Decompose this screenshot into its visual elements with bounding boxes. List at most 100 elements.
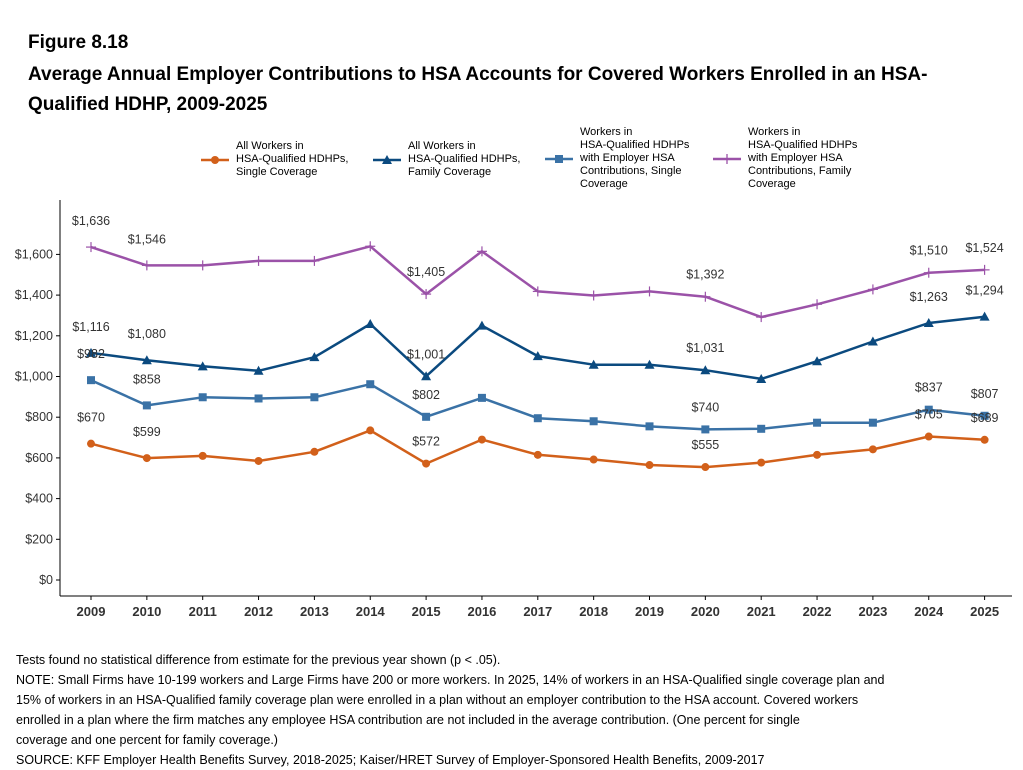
data-point [476, 246, 487, 257]
data-point [253, 365, 264, 375]
data-point [923, 317, 934, 327]
x-tick-label: 2012 [244, 604, 273, 619]
data-point [366, 426, 375, 435]
line-chart: $0 $200 $400 $600 $800 $1,000 $1,200 $1,400 $1,6… [15, 200, 1012, 619]
figure-label: Figure 8.18 [28, 32, 129, 53]
data-point [365, 318, 376, 328]
data-label: $837 [915, 381, 943, 395]
data-point [980, 435, 989, 444]
data-point [309, 255, 320, 266]
data-point [923, 267, 934, 278]
data-point [253, 255, 264, 266]
note-line: NOTE: Small Firms have 10-199 workers an… [16, 673, 885, 687]
data-point [533, 450, 542, 459]
x-tick-label: 2025 [970, 604, 999, 619]
data-point [813, 418, 822, 427]
y-tick-label: $1,000 [15, 370, 53, 384]
data-point [644, 359, 655, 369]
data-label: $1,116 [72, 320, 109, 334]
legend-item-family-all: All Workers in HSA-Qualified HDHPs, Fami… [372, 140, 520, 179]
data-point [867, 284, 878, 295]
x-tick-label: 2013 [300, 604, 329, 619]
legend-label: All Workers in HSA-Qualified HDHPs, Fami… [408, 140, 521, 178]
data-point [980, 411, 989, 420]
data-point [589, 417, 598, 426]
data-point [701, 463, 710, 472]
data-point [422, 412, 431, 421]
data-point [87, 376, 95, 385]
data-point [645, 422, 654, 431]
data-point [924, 432, 933, 441]
x-tick-label: 2023 [858, 604, 887, 619]
legend-item-family-contrib: Workers in HSA-Qualified HDHPs with Empl… [712, 126, 857, 191]
data-point [197, 361, 208, 371]
legend-key-circle-icon [201, 155, 229, 164]
legend-label: Workers in HSA-Qualified HDHPs with Empl… [748, 126, 858, 190]
data-label: $982 [77, 347, 105, 361]
data-point [757, 424, 766, 433]
data-label: $689 [971, 411, 999, 425]
data-label: $670 [77, 411, 105, 425]
data-point [533, 414, 542, 423]
data-label: $1,263 [910, 290, 948, 304]
data-label: $740 [691, 400, 719, 414]
x-tick-label: 2009 [77, 604, 106, 619]
data-point [812, 299, 823, 310]
data-point [868, 418, 877, 427]
data-point [421, 371, 432, 381]
data-point [812, 356, 823, 366]
x-tick-label: 2019 [635, 604, 664, 619]
y-tick-label: $800 [25, 410, 53, 424]
y-tick-label: $200 [25, 532, 53, 546]
data-label: $572 [412, 435, 440, 449]
legend-key-triangle-icon [373, 154, 401, 164]
y-tick-label: $400 [25, 492, 53, 506]
data-label: $1,294 [965, 284, 1003, 298]
data-label: $1,546 [128, 232, 166, 246]
x-tick-label: 2010 [132, 604, 161, 619]
data-point [198, 393, 207, 402]
data-point [197, 260, 208, 271]
legend-label: Workers in HSA-Qualified HDHPs with Empl… [580, 126, 690, 190]
series-layer [86, 241, 990, 472]
data-point [644, 286, 655, 297]
data-label: $705 [915, 408, 943, 422]
data-label: $1,510 [910, 244, 948, 258]
data-label: $1,405 [407, 265, 445, 279]
legend-key-square-icon [545, 154, 573, 163]
data-point [366, 380, 375, 389]
data-point [700, 365, 711, 375]
y-tick-label: $600 [25, 451, 53, 465]
y-axis: $0 $200 $400 $600 $800 $1,000 $1,200 $1,400 $1,6… [15, 200, 61, 596]
data-point [310, 447, 319, 456]
data-point [700, 291, 711, 302]
data-point [86, 242, 96, 253]
data-point [979, 311, 990, 321]
x-tick-label: 2014 [356, 604, 386, 619]
note-line: 15% of workers in an HSA-Qualified famil… [16, 693, 859, 707]
data-point [476, 320, 487, 330]
x-tick-label: 2020 [691, 604, 720, 619]
x-tick-label: 2011 [189, 604, 217, 619]
note-line: coverage and one percent for family cove… [16, 733, 278, 747]
data-point [645, 461, 654, 470]
note-line: Tests found no statistical difference fr… [16, 653, 501, 667]
note-line: enrolled in a plan where the firm matche… [16, 713, 800, 727]
data-point [588, 290, 599, 301]
chart-legend: All Workers in HSA-Qualified HDHPs, Sing… [200, 126, 900, 194]
data-label: $807 [971, 387, 999, 401]
data-point [421, 289, 432, 300]
data-point [254, 394, 263, 403]
data-label: $1,080 [128, 327, 166, 341]
data-label: $1,001 [407, 347, 445, 361]
legend-item-single-all: All Workers in HSA-Qualified HDHPs, Sing… [200, 140, 348, 179]
x-tick-label: 2024 [914, 604, 944, 619]
y-tick-label: $0 [39, 573, 53, 587]
data-point [254, 456, 263, 465]
data-point [198, 451, 207, 460]
data-point [868, 445, 877, 454]
data-point [141, 355, 152, 365]
data-label: $1,524 [965, 241, 1003, 255]
x-tick-label: 2021 [747, 604, 776, 619]
data-point [588, 359, 599, 369]
